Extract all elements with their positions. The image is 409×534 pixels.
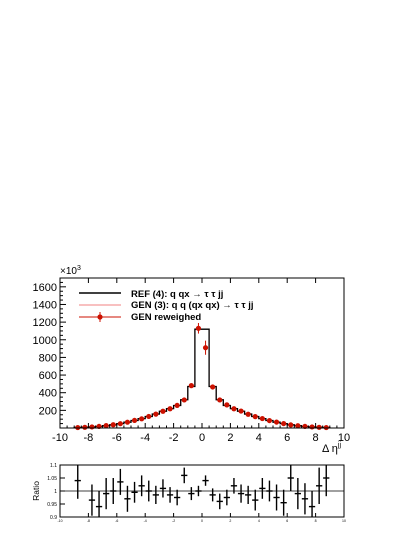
reweighed-point — [124, 419, 131, 425]
y-tick-label: 1200 — [33, 317, 57, 329]
reweighed-point — [82, 424, 88, 430]
reweighed-point — [224, 402, 230, 408]
ratio-x-tick-label: 10 — [342, 519, 346, 523]
reweighed-point — [281, 420, 287, 427]
reweighed-point — [259, 415, 265, 422]
reweighed-point — [181, 397, 187, 403]
reweighed-point — [295, 423, 301, 429]
ratio-y-axis-label: Ratio — [31, 481, 41, 501]
ratio-panel: 0.9 0.95 1 1.05 1.1 -10 -8 -6 -4 -2 0 2 4 6 8 10 Ratio — [31, 463, 346, 523]
x-tick-label: 0 — [199, 432, 205, 444]
y-tick-label: 1000 — [33, 335, 57, 347]
ratio-x-tick-label: 8 — [315, 519, 317, 523]
ratio-axes: 0.9 0.95 1 1.05 1.1 -10 -8 -6 -4 -2 0 2 4 6 8 10 — [47, 463, 346, 523]
x-tick-label: 4 — [256, 432, 262, 444]
reweighed-point — [167, 406, 173, 412]
gen-histogram-line — [73, 328, 331, 429]
reweighed-point — [273, 419, 280, 425]
y-axis-multiplier: ×103 — [60, 265, 81, 277]
reweighed-point — [139, 416, 145, 422]
reweighed-point — [110, 422, 116, 428]
y-axis-multiplier-exponent: 3 — [77, 265, 81, 272]
x-tick-label: 2 — [227, 432, 233, 444]
ref-histogram-line — [73, 328, 331, 429]
legend-label-gen: GEN (3): q q (qx qx) → τ τ jj — [131, 300, 253, 311]
reweighed-point — [103, 423, 109, 429]
ratio-y-tick-label: 1.05 — [47, 476, 57, 482]
x-tick-label: 6 — [284, 432, 290, 444]
ratio-y-tick-label: 1.1 — [50, 463, 57, 469]
ratio-plot-marks — [60, 465, 344, 517]
x-axis-label-superscript: jj — [337, 442, 342, 449]
reweighed-point — [174, 402, 180, 409]
ratio-x-tick-label: -2 — [172, 519, 175, 523]
legend-label-reweighed: GEN reweighed — [131, 312, 201, 323]
reweighed-point — [188, 383, 194, 389]
reweighed-point — [210, 384, 216, 390]
y-tick-label: 200 — [39, 405, 57, 417]
legend-label-ref: REF (4): q qx → τ τ jj — [131, 289, 223, 300]
ratio-x-tick-label: -4 — [144, 519, 147, 523]
reweighed-point — [89, 424, 95, 430]
x-tick-label: -10 — [52, 432, 68, 444]
x-tick-label: 8 — [313, 432, 319, 444]
reweighed-point — [288, 422, 294, 428]
reweighed-point — [316, 424, 322, 430]
ratio-x-tick-label: 4 — [258, 519, 260, 523]
ratio-y-tick-label: 0.95 — [47, 502, 57, 508]
reweighed-point — [160, 408, 166, 414]
reweighed-point — [202, 345, 209, 351]
legend: REF (4): q qx → τ τ jj GEN (3): q q (qx … — [79, 289, 253, 323]
reweighed-point — [131, 417, 138, 424]
y-tick-label: 1600 — [33, 282, 57, 294]
ratio-x-tick-label: -6 — [115, 519, 118, 523]
reweighed-point — [146, 413, 152, 420]
x-tick-label: -8 — [84, 432, 94, 444]
ratio-x-tick-label: 0 — [201, 519, 203, 523]
reweighed-point — [245, 411, 251, 417]
x-tick-label: 10 — [338, 432, 350, 444]
y-tick-label: 800 — [39, 352, 57, 364]
main-panel: -10 -8 -6 -4 -2 0 2 4 6 8 10 200 400 600 800 1000 1200 14… — [33, 265, 351, 455]
ratio-x-tick-label: 2 — [229, 519, 231, 523]
x-tick-label: -6 — [112, 432, 122, 444]
ratio-x-tick-label: 6 — [286, 519, 288, 523]
x-tick-label: -4 — [140, 432, 150, 444]
ratio-x-tick-label: -10 — [57, 519, 62, 523]
reweighed-point — [309, 424, 315, 430]
reweighed-point — [238, 408, 244, 414]
x-axis-label: Δ ηjj — [322, 442, 341, 455]
x-axis-label-text: Δ η — [322, 443, 338, 455]
y-tick-label: 1400 — [33, 299, 57, 311]
ratio-y-tick-label: 0.9 — [50, 515, 57, 521]
y-tick-label: 400 — [39, 388, 57, 400]
reweighed-point — [252, 414, 258, 420]
reweighed-point — [153, 411, 159, 417]
main-plot-marks — [73, 323, 331, 431]
y-tick-label: 600 — [39, 370, 57, 382]
main-axes: -10 -8 -6 -4 -2 0 2 4 6 8 10 200 400 600 800 1000 1200 14… — [33, 277, 350, 444]
reweighed-point — [266, 417, 273, 424]
ratio-y-tick-label: 1 — [54, 489, 57, 495]
reweighed-point — [217, 397, 223, 403]
y-axis-multiplier-base: ×10 — [60, 266, 77, 277]
x-tick-label: -2 — [169, 432, 179, 444]
reweighed-point — [231, 406, 237, 412]
reweighed-point — [195, 325, 202, 331]
reweighed-point — [117, 421, 123, 427]
ratio-x-tick-label: -8 — [87, 519, 90, 523]
